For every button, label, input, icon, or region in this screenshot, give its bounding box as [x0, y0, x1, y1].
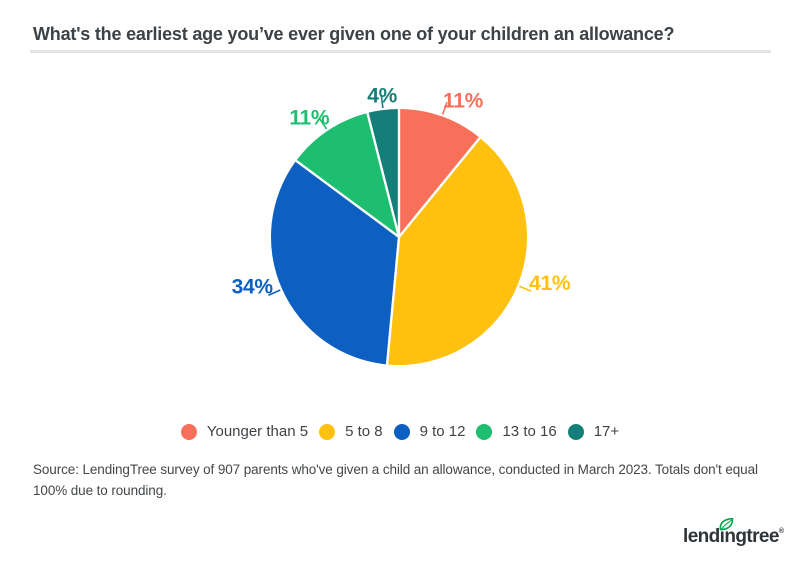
chart-legend: Younger than 5 5 to 8 9 to 12 13 to 16 17+: [0, 423, 800, 440]
legend-swatch: [180, 423, 197, 440]
title-divider: [30, 50, 771, 53]
pie-separator: [385, 236, 401, 365]
pie-leader-line: [268, 289, 281, 297]
legend-swatch: [567, 423, 584, 440]
pie-leader-line: [441, 102, 448, 115]
legend-label: Younger than 5: [206, 423, 309, 440]
legend-label: 9 to 12: [419, 423, 466, 440]
chart-title: What's the earliest age you’ve ever give…: [33, 24, 675, 44]
legend-label: 13 to 16: [502, 423, 557, 440]
pie-separator: [398, 137, 481, 238]
legend-swatch: [319, 423, 336, 440]
legend-swatch: [476, 423, 493, 440]
pie-value-label: 41%: [529, 272, 571, 295]
pie-separator: [366, 112, 401, 238]
legend-swatch: [393, 423, 410, 440]
logo-registered-mark: ®: [778, 528, 784, 535]
pie-leader-line: [380, 95, 384, 109]
pie-value-label: 11%: [443, 89, 484, 112]
legend-item-3: 13 to 16: [476, 423, 557, 440]
source-note: Source: LendingTree survey of 907 parent…: [33, 462, 758, 498]
pie-leader-line: [518, 285, 532, 292]
legend-label: 5 to 8: [345, 423, 383, 440]
legend-label: 17+: [593, 423, 620, 440]
logo-text: lendingtree: [683, 526, 779, 547]
pie-slice-1: [387, 137, 527, 365]
pie-separator: [295, 159, 400, 238]
legend-item-0: Younger than 5: [180, 423, 309, 440]
pie-value-label: 11%: [289, 106, 330, 129]
lendingtree-logo: lendingtree®: [683, 518, 784, 552]
pie-slice-3: [296, 112, 399, 237]
pie-value-label: 4%: [367, 85, 397, 108]
legend-item-4: 17+: [567, 423, 620, 440]
pie-slice-2: [270, 160, 399, 365]
pie-value-label: 34%: [232, 275, 274, 298]
legend-item-1: 5 to 8: [319, 423, 383, 440]
pie-slice-0: [399, 109, 480, 237]
legend-item-2: 9 to 12: [393, 423, 466, 440]
pie-leader-line: [318, 117, 328, 130]
